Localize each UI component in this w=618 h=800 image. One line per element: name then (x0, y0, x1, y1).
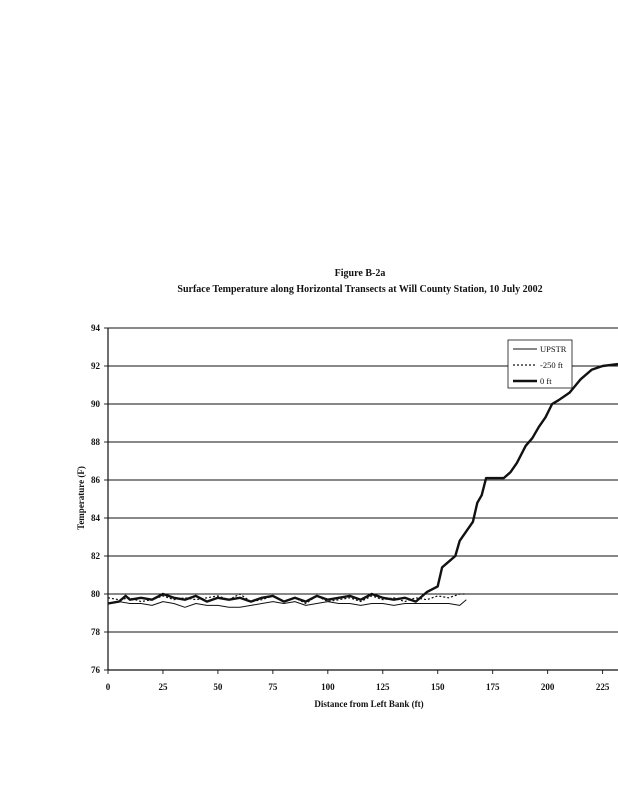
legend-entry: UPSTR (540, 344, 567, 354)
legend: UPSTR -250 ft 0 ft (507, 339, 573, 389)
legend-entry: -250 ft (540, 360, 564, 370)
x-tick-label: 25 (158, 682, 168, 692)
x-tick-label: 225 (596, 682, 610, 692)
x-tick-label: 100 (321, 682, 335, 692)
series-line-upstr (107, 599, 467, 608)
y-tick-label: 90 (91, 399, 101, 409)
y-tick-label: 84 (91, 513, 101, 523)
y-tick-label: 88 (91, 437, 101, 447)
y-tick-label: 76 (91, 665, 101, 675)
x-tick-label: 150 (431, 682, 445, 692)
x-tick-label: 50 (213, 682, 223, 692)
series-lines (107, 362, 618, 608)
legend-entry: 0 ft (540, 376, 552, 386)
axes: 76 78 80 82 84 86 88 90 92 94 0 25 50 75 100 125 150 175 2… (91, 323, 618, 692)
y-tick-label: 82 (91, 551, 101, 561)
x-tick-label: 75 (268, 682, 278, 692)
x-tick-label: 125 (376, 682, 390, 692)
y-tick-label: 92 (91, 361, 101, 371)
y-tick-label: 94 (91, 323, 101, 333)
figure-subtitle: Surface Temperature along Horizontal Tra… (177, 284, 543, 295)
y-tick-label: 86 (91, 475, 101, 485)
x-tick-label: 175 (486, 682, 500, 692)
x-axis-label: Distance from Left Bank (ft) (314, 699, 423, 709)
y-axis-label: Temperature (F) (76, 466, 86, 530)
x-tick-label: 0 (106, 682, 111, 692)
y-tick-label: 78 (91, 627, 101, 637)
series-line-0-ft (107, 362, 618, 605)
legend-box (507, 339, 573, 389)
figure-title: Figure B-2a (334, 268, 386, 279)
x-tick-label: 200 (541, 682, 555, 692)
y-tick-label: 80 (91, 589, 101, 599)
